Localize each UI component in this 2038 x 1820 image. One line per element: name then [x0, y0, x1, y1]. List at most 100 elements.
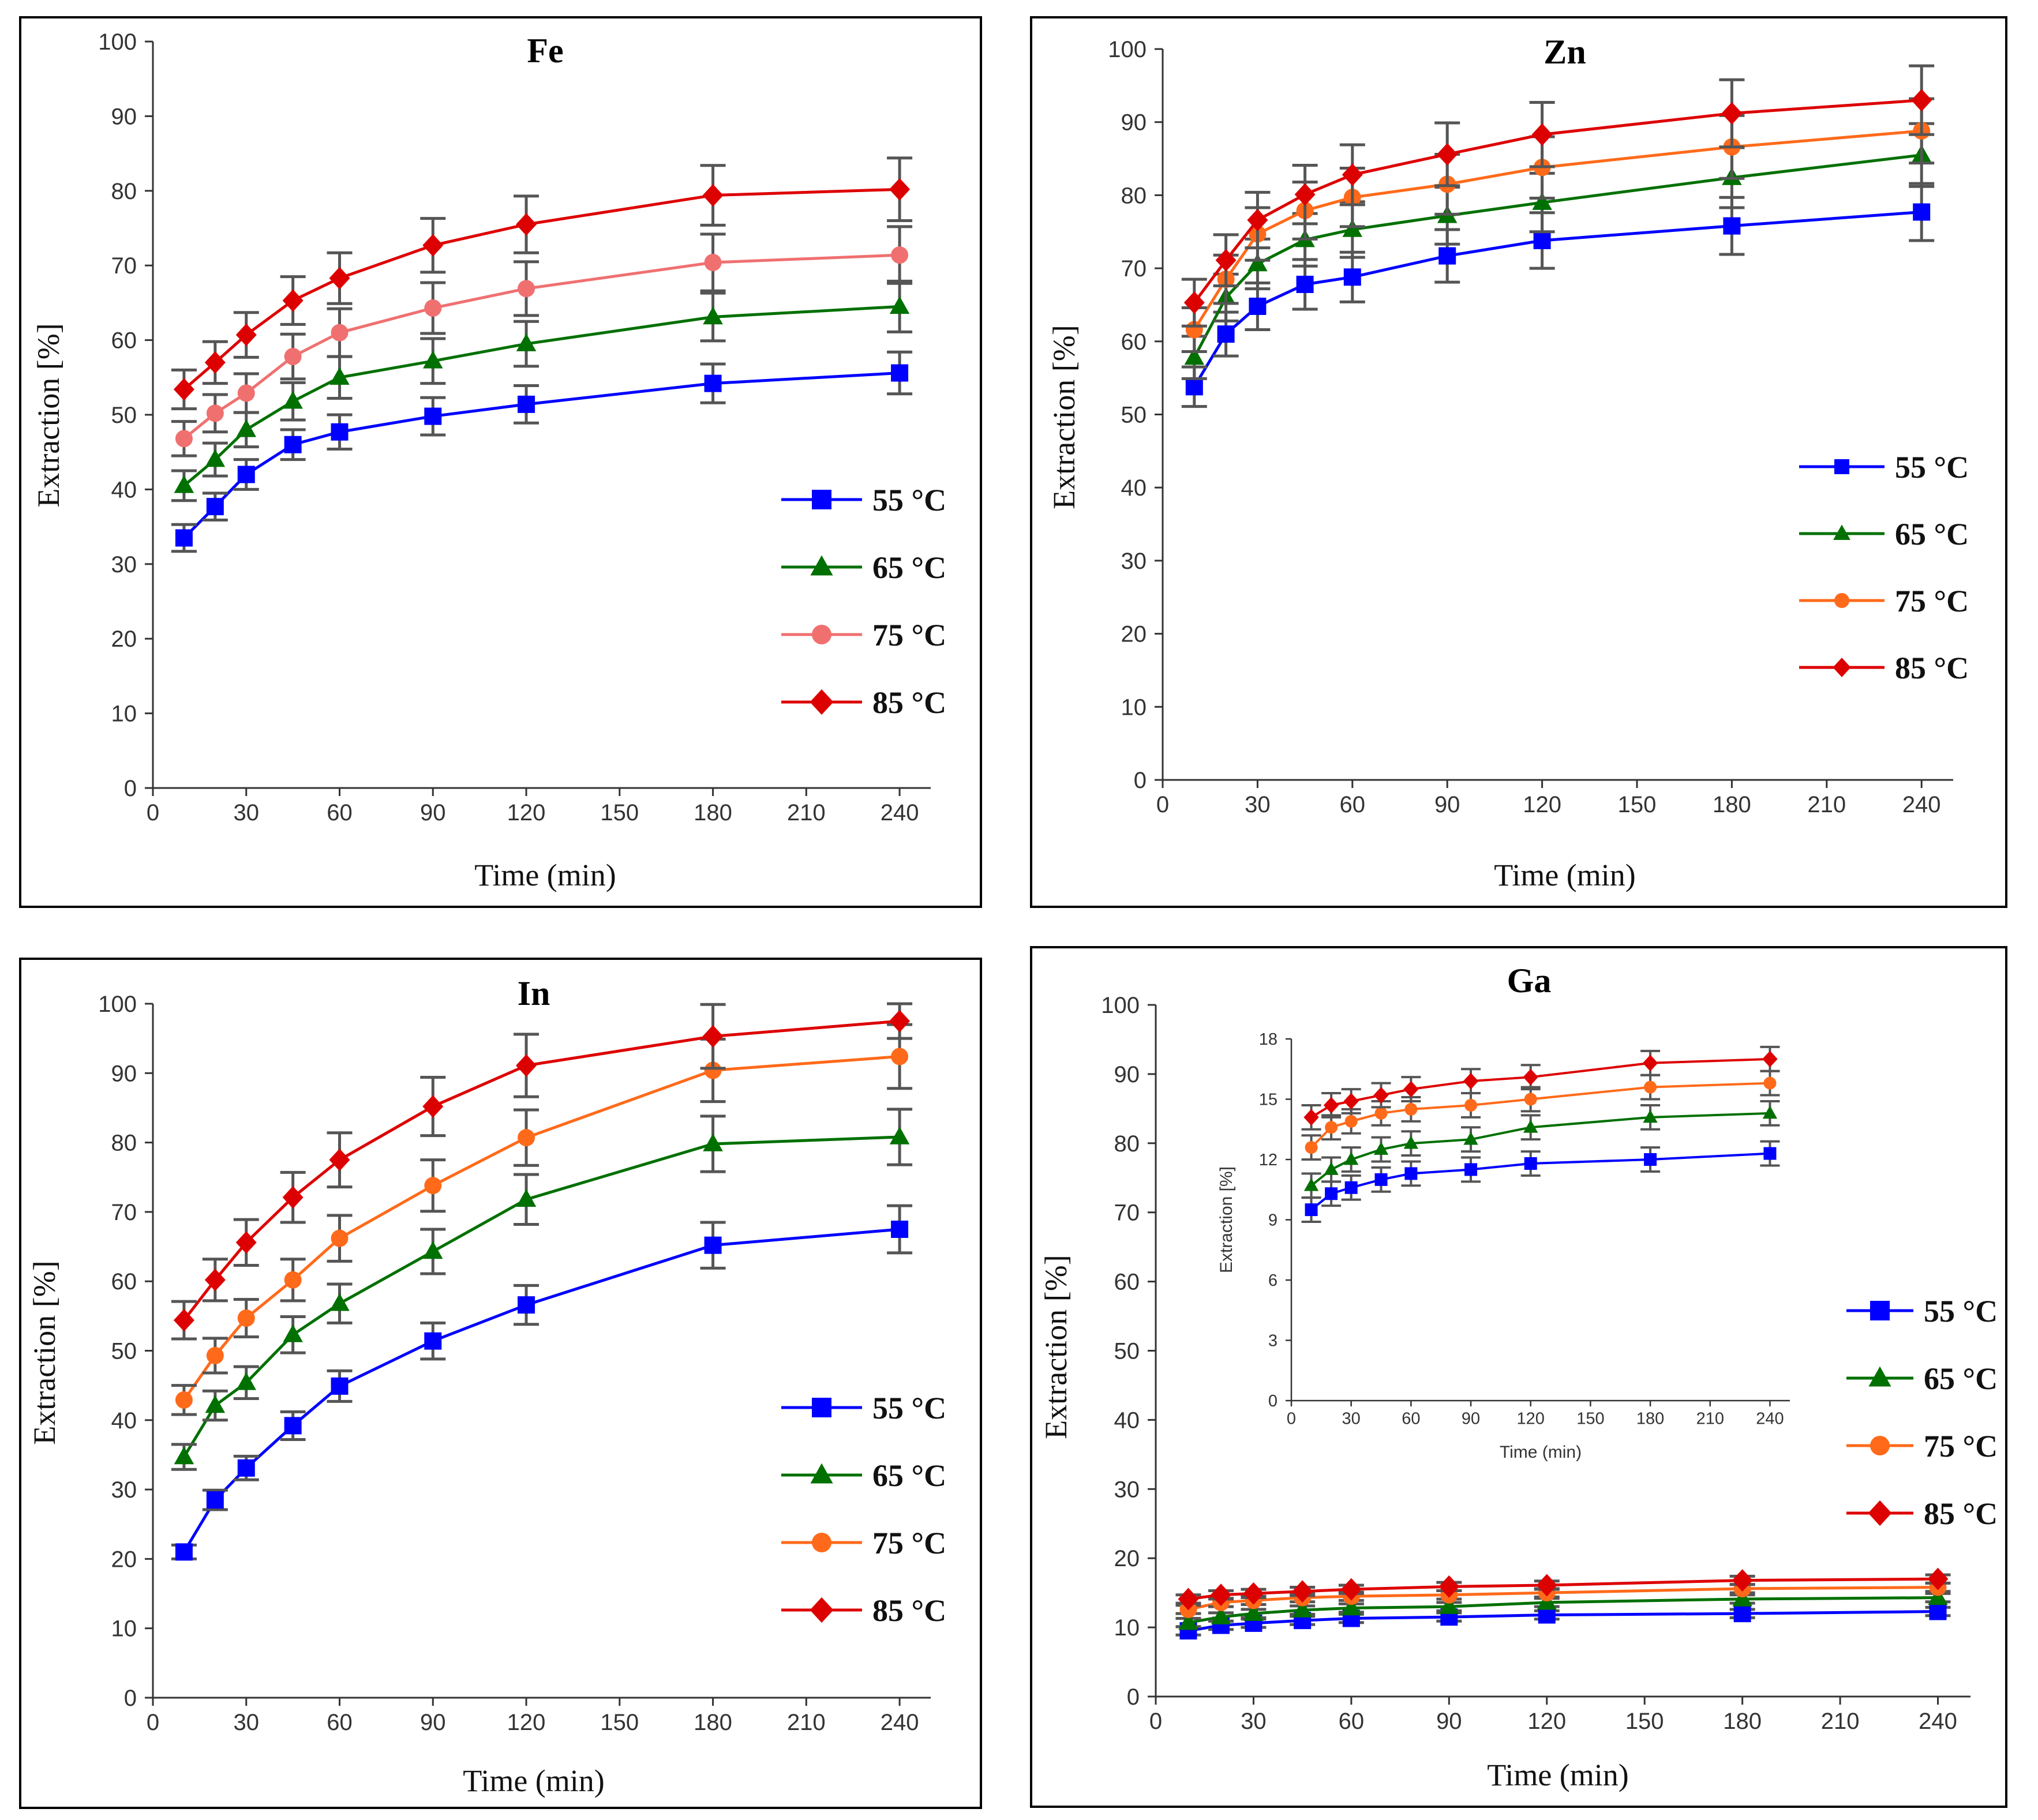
legend-label: 55 °C [872, 483, 946, 517]
data-point [1292, 1600, 1313, 1618]
inset-series-4 [1301, 1045, 1780, 1131]
data-point [1185, 378, 1203, 396]
x-tick-label: 210 [1821, 1709, 1860, 1734]
data-point [237, 384, 255, 402]
inset-data-point [1404, 1102, 1418, 1116]
data-point [1184, 347, 1205, 365]
legend-label: 85 °C [872, 1593, 946, 1628]
data-point [237, 1309, 255, 1327]
inset-data-point [1324, 1162, 1339, 1175]
y-tick-label: 0 [1134, 768, 1147, 793]
data-point [1294, 183, 1316, 206]
inset-data-point [1463, 1131, 1478, 1145]
x-tick-label: 60 [327, 1710, 353, 1735]
legend-marker [1868, 1366, 1891, 1387]
y-tick-label: 0 [124, 1686, 137, 1711]
legend-label: 65 °C [872, 1458, 946, 1493]
data-point [329, 1293, 350, 1311]
data-point [1183, 291, 1205, 314]
series-2 [171, 1108, 913, 1471]
data-point [1178, 1588, 1199, 1611]
inset-series-2 [1301, 1099, 1780, 1199]
data-point [1532, 192, 1552, 210]
data-point [1911, 89, 1932, 112]
x-tick-label: 150 [600, 800, 639, 825]
data-point [516, 213, 537, 236]
data-point [206, 1491, 224, 1509]
y-tick-label: 20 [111, 1547, 137, 1572]
y-tick-label: 100 [1101, 993, 1140, 1018]
data-point [704, 1236, 722, 1254]
x-tick-label: 240 [881, 1710, 919, 1735]
y-tick-label: 10 [111, 701, 137, 727]
y-tick-label: 20 [1114, 1546, 1140, 1571]
data-point [704, 1061, 722, 1079]
inset-x-tick-label: 0 [1287, 1409, 1296, 1428]
y-tick-label: 60 [111, 328, 137, 354]
series-3 [171, 1023, 913, 1416]
inset-data-point [1763, 1076, 1777, 1090]
chart-zn: 0 10 20 30 40 50 60 70 80 90 100 0 30 60 90 120 150 180 21… [1030, 16, 2007, 908]
data-point [516, 1189, 537, 1207]
data-point [1913, 203, 1931, 221]
x-tick-label: 60 [1339, 1709, 1365, 1734]
legend-label: 55 °C [1895, 450, 1969, 485]
inset-data-point [1344, 1151, 1359, 1165]
legend-marker [812, 490, 831, 509]
data-point [1210, 1583, 1231, 1607]
legend-label: 65 °C [1924, 1361, 1998, 1396]
inset-y-tick-label: 0 [1268, 1392, 1278, 1410]
data-point [1215, 249, 1237, 272]
data-point [173, 1309, 194, 1332]
legend-label: 65 °C [872, 550, 946, 585]
inset-x-tick-label: 120 [1517, 1409, 1545, 1428]
data-point [175, 1391, 193, 1409]
data-point [206, 1346, 224, 1364]
data-point [1928, 1587, 1948, 1605]
series-4 [1181, 64, 1935, 328]
data-point [1292, 1580, 1313, 1603]
chart-title: Fe [527, 32, 563, 70]
inset-y-tick-label: 12 [1259, 1151, 1278, 1169]
data-point [704, 254, 722, 272]
legend-label: 75 °C [1895, 584, 1969, 618]
x-tick-label: 150 [1625, 1709, 1664, 1734]
legend-marker [810, 555, 833, 576]
x-tick-label: 210 [787, 800, 826, 825]
data-point [891, 1220, 909, 1238]
legend-marker [812, 1533, 831, 1552]
data-point [1733, 1605, 1751, 1623]
chart-title: Ga [1507, 962, 1552, 1000]
inset-y-tick-label: 3 [1268, 1332, 1278, 1350]
data-point [1927, 1567, 1949, 1590]
y-tick-label: 50 [111, 403, 137, 428]
data-point [329, 367, 350, 385]
data-point [423, 1241, 443, 1259]
data-point [516, 333, 537, 351]
data-point [284, 1271, 302, 1289]
x-axis-title: Time (min) [1494, 858, 1636, 892]
data-point [329, 267, 350, 290]
y-tick-label: 90 [111, 104, 137, 129]
series-4 [171, 156, 913, 411]
inset-y-tick-label: 18 [1259, 1030, 1278, 1049]
data-point [516, 1054, 537, 1077]
data-point [1217, 325, 1235, 343]
y-tick-label: 40 [111, 477, 137, 502]
data-point [518, 280, 535, 298]
data-point [889, 178, 911, 201]
inset-x-tick-label: 60 [1402, 1409, 1420, 1428]
data-point [424, 1332, 442, 1350]
inset-data-point [1305, 1141, 1318, 1154]
data-point [331, 1229, 349, 1247]
inset-data-point [1523, 1068, 1538, 1086]
x-tick-label: 210 [1807, 792, 1846, 817]
data-point [282, 1186, 304, 1209]
inset-data-point [1374, 1173, 1388, 1186]
data-point [423, 350, 443, 369]
y-tick-label: 30 [1121, 549, 1147, 574]
y-tick-label: 0 [124, 776, 137, 801]
data-point [236, 1372, 257, 1390]
series-2 [171, 279, 913, 502]
chart-zn-frame [1030, 16, 2007, 908]
